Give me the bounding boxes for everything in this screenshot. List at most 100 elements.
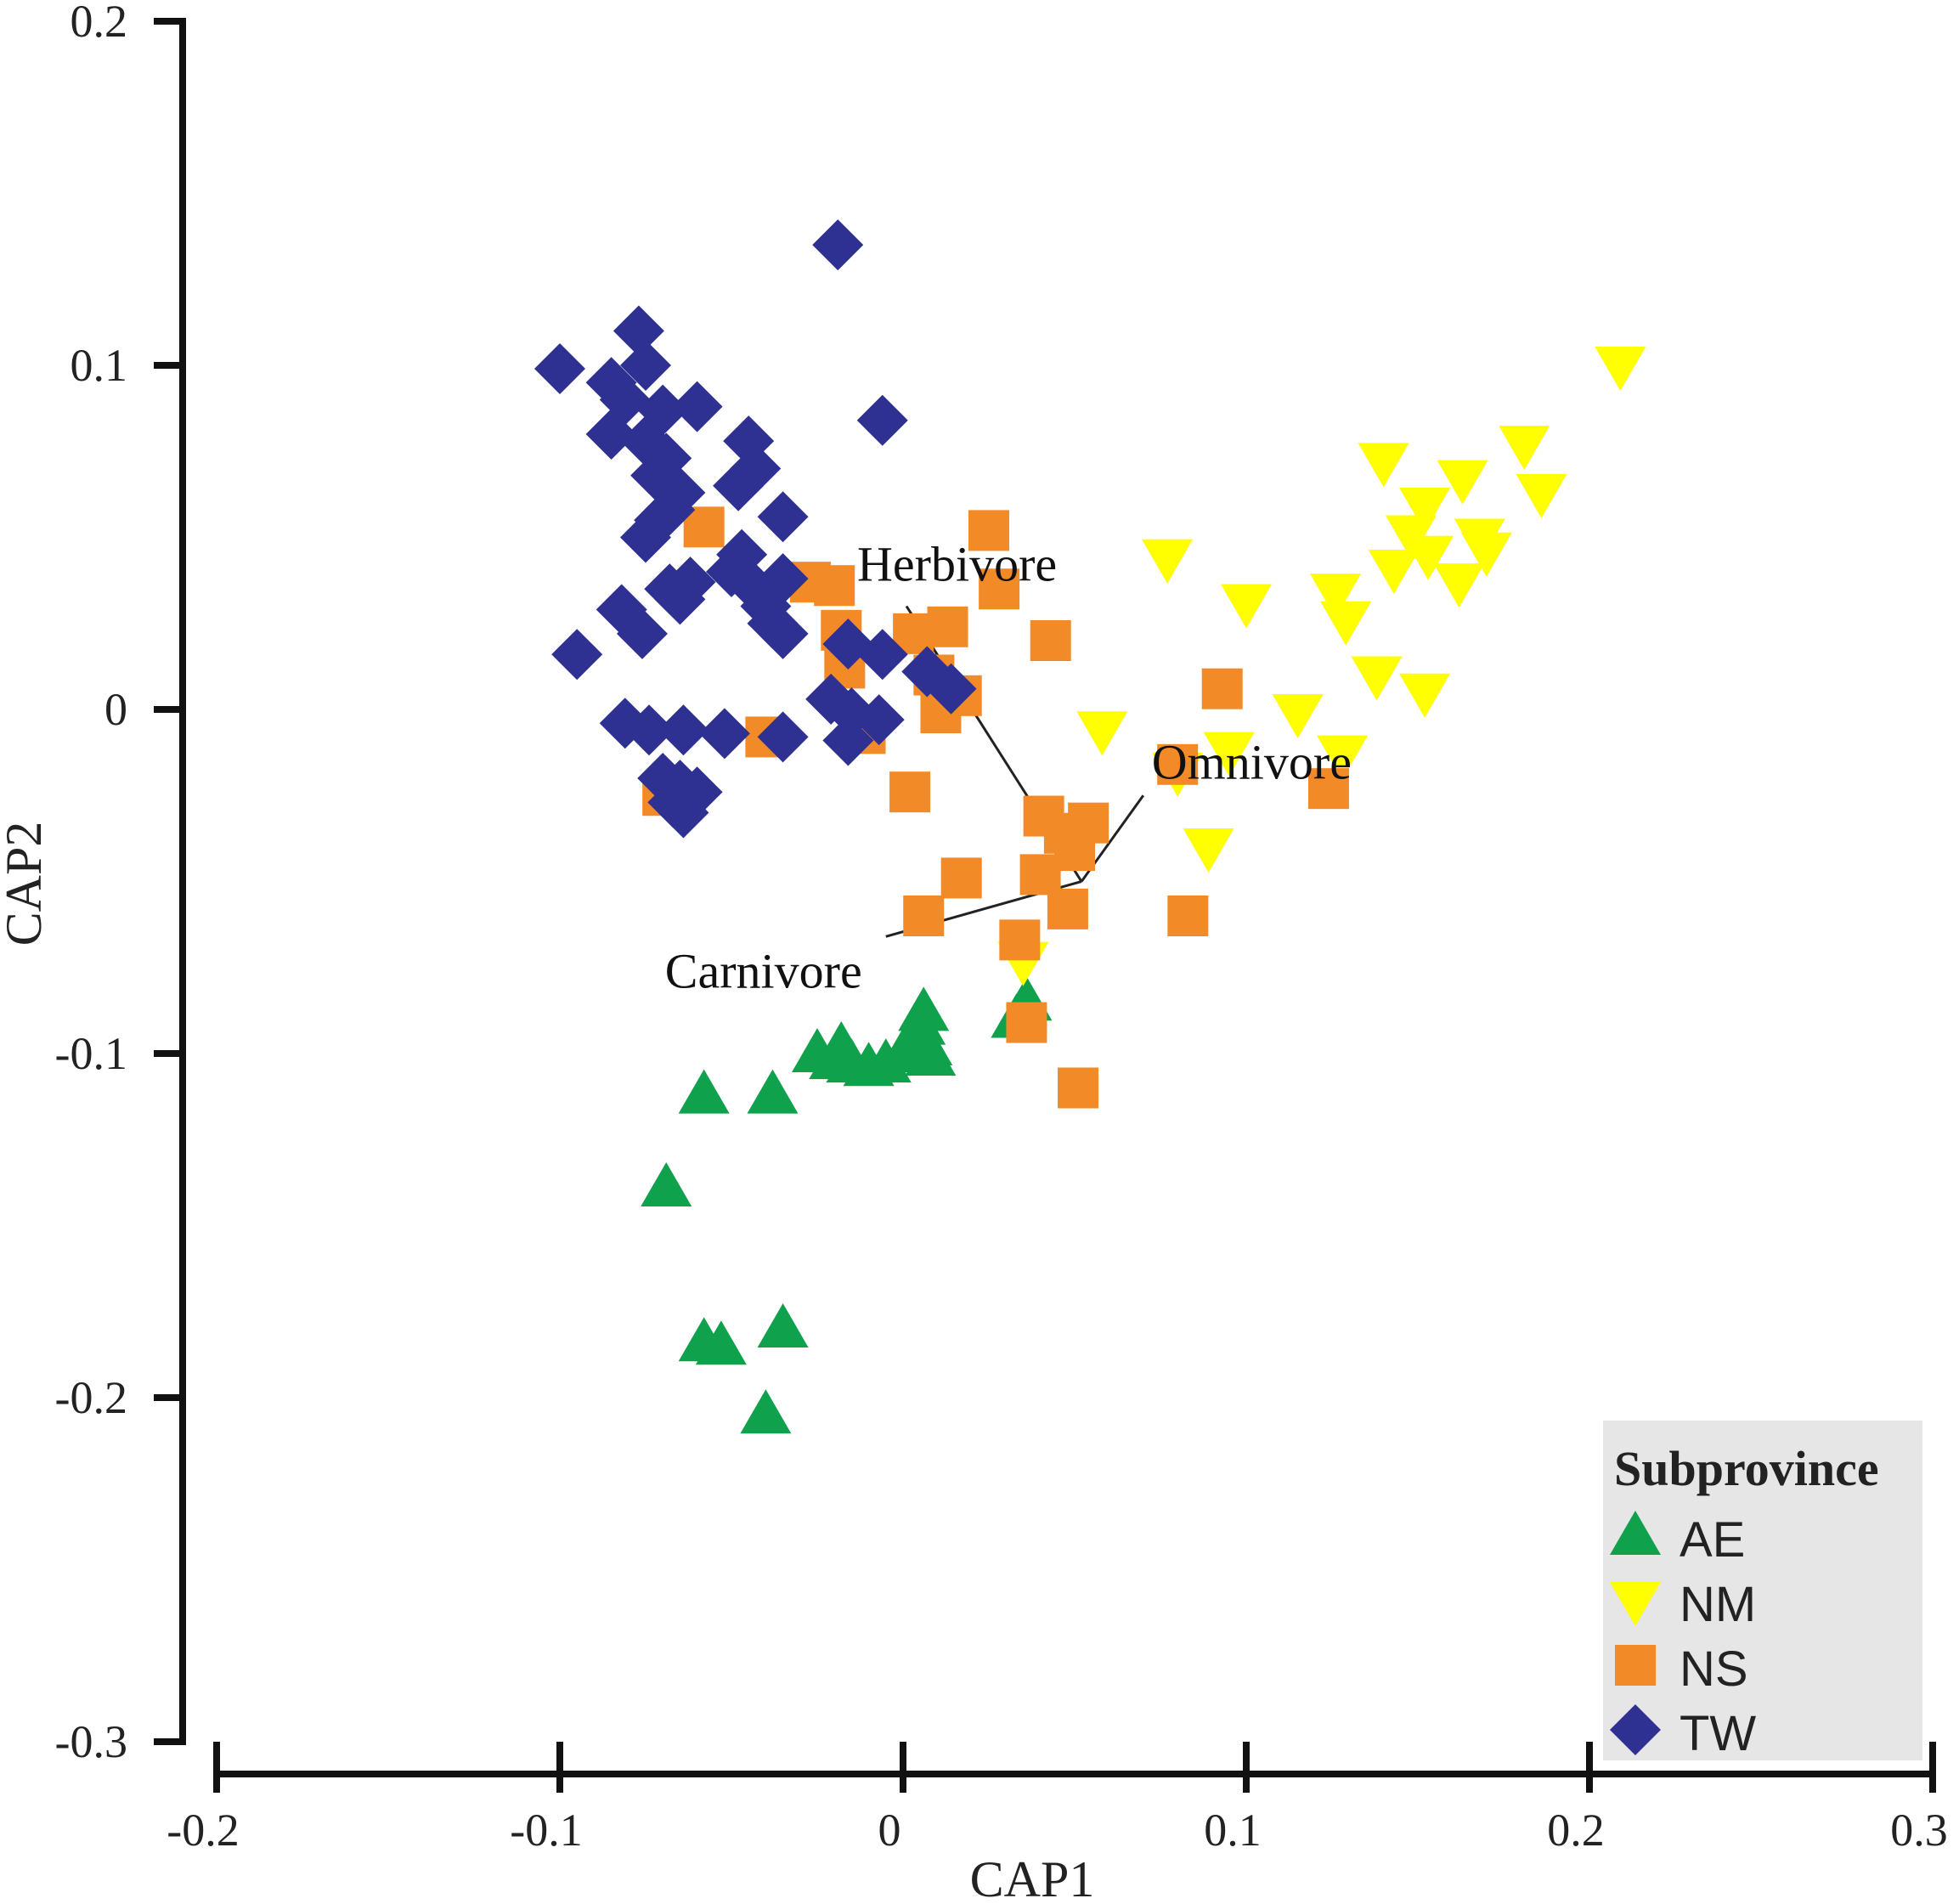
legend-items: AE NM NS TW <box>1610 1511 1756 1761</box>
point-ae <box>757 1303 809 1347</box>
x-tick-label: -0.2 <box>167 1805 239 1856</box>
point-ns <box>903 896 945 936</box>
x-tick-label: 0.2 <box>1547 1805 1605 1856</box>
point-nm <box>1460 532 1512 577</box>
point-nm <box>1368 549 1420 594</box>
point-ae <box>740 1389 792 1434</box>
point-tw <box>534 343 585 395</box>
point-ae <box>678 1069 730 1114</box>
point-tw <box>551 629 603 681</box>
point-tw <box>757 491 809 543</box>
y-axis-ticks: -0.3 -0.2 -0.1 0 0.1 0.2 <box>55 0 186 1767</box>
point-nm <box>1351 656 1403 701</box>
point-ns <box>1167 896 1209 936</box>
vector-labels: Herbivore Omnivore Carnivore <box>665 537 1352 999</box>
point-nm <box>1358 443 1409 488</box>
point-tw <box>671 381 723 432</box>
point-tw <box>856 394 908 446</box>
point-nm <box>1320 601 1372 646</box>
point-ns <box>940 857 982 899</box>
point-nm <box>1310 573 1362 619</box>
point-tw <box>757 607 809 659</box>
point-tw <box>585 409 637 460</box>
legend-title: Subprovince <box>1614 1441 1879 1496</box>
point-tw <box>853 694 905 746</box>
point-tw <box>654 573 706 625</box>
point-tw <box>901 646 953 698</box>
point-nm <box>1142 539 1194 584</box>
point-nm <box>1399 488 1451 533</box>
point-tw <box>658 704 709 756</box>
point-nm <box>1317 735 1369 780</box>
point-ns <box>1019 854 1061 896</box>
point-tw <box>620 511 671 563</box>
legend-label-ns: NS <box>1680 1641 1748 1697</box>
y-tick-label: -0.1 <box>55 1028 127 1079</box>
point-tw <box>812 219 864 271</box>
point-nm <box>1499 426 1550 471</box>
x-tick-label: 0.1 <box>1204 1805 1262 1856</box>
point-tw <box>613 305 664 357</box>
point-tw <box>616 607 668 659</box>
point-tw <box>620 340 671 391</box>
point-nm <box>1437 460 1488 505</box>
legend-label-tw: TW <box>1680 1706 1756 1761</box>
point-tw <box>637 384 689 436</box>
point-ns <box>1047 888 1088 929</box>
vector-label-omnivore: Omnivore <box>1152 734 1352 789</box>
point-nm <box>1399 673 1451 718</box>
legend-marker-tw <box>1610 1704 1661 1755</box>
legend-box <box>1603 1421 1922 1760</box>
point-ns <box>1157 743 1199 785</box>
legend-marker-ae <box>1610 1511 1661 1555</box>
point-ns <box>968 510 1009 551</box>
point-ae <box>898 986 950 1031</box>
point-nm <box>1595 347 1646 391</box>
point-nm <box>1272 694 1324 739</box>
point-nm <box>1516 473 1567 518</box>
point-ns <box>1054 830 1095 872</box>
data-points <box>534 219 1646 1434</box>
legend-marker-ns <box>1615 1645 1656 1686</box>
y-tick-label: -0.2 <box>55 1372 127 1423</box>
point-ae <box>905 1031 957 1076</box>
point-nm <box>1433 563 1485 608</box>
point-ns <box>814 565 855 607</box>
y-tick-label: -0.3 <box>55 1716 127 1767</box>
vector-label-herbivore: Herbivore <box>857 537 1057 592</box>
point-tw <box>757 711 809 763</box>
x-axis-ticks: -0.2 -0.1 0 0.1 0.2 0.3 <box>167 1742 1948 1856</box>
y-tick-label: 0 <box>104 684 127 735</box>
axes: -0.3 -0.2 -0.1 0 0.1 0.2 -0.2 -0.1 0 0.1 0.2 0.3 <box>55 0 1948 1856</box>
x-tick-label: -0.1 <box>510 1805 582 1856</box>
x-axis-title: CAP1 <box>970 1851 1095 1904</box>
legend: Subprovince AE NM NS TW <box>1603 1421 1922 1761</box>
point-nm <box>1183 828 1234 873</box>
y-tick-label: 0.2 <box>71 0 128 47</box>
point-ns <box>889 771 931 813</box>
point-nm <box>1221 584 1272 629</box>
point-tw <box>822 715 874 766</box>
point-ns <box>999 919 1041 961</box>
point-ns <box>1030 620 1071 661</box>
point-tw <box>624 704 675 756</box>
vector-label-carnivore: Carnivore <box>665 943 862 998</box>
point-nm <box>1076 711 1128 756</box>
point-tw <box>856 629 908 681</box>
point-nm <box>1203 732 1255 777</box>
x-tick-label: 0 <box>878 1805 901 1856</box>
point-ae <box>747 1069 799 1114</box>
y-tick-label: 0.1 <box>71 340 128 391</box>
x-tick-label: 0.3 <box>1890 1805 1948 1856</box>
point-tw <box>698 708 750 760</box>
point-ns <box>1201 668 1243 709</box>
point-nm <box>1403 535 1454 580</box>
legend-marker-nm <box>1610 1582 1661 1626</box>
point-ns <box>1058 1067 1099 1109</box>
point-ns <box>927 606 968 647</box>
series-tw <box>534 219 977 839</box>
point-ae <box>695 1320 747 1365</box>
point-tw <box>713 460 765 511</box>
point-ns <box>1006 1002 1047 1043</box>
